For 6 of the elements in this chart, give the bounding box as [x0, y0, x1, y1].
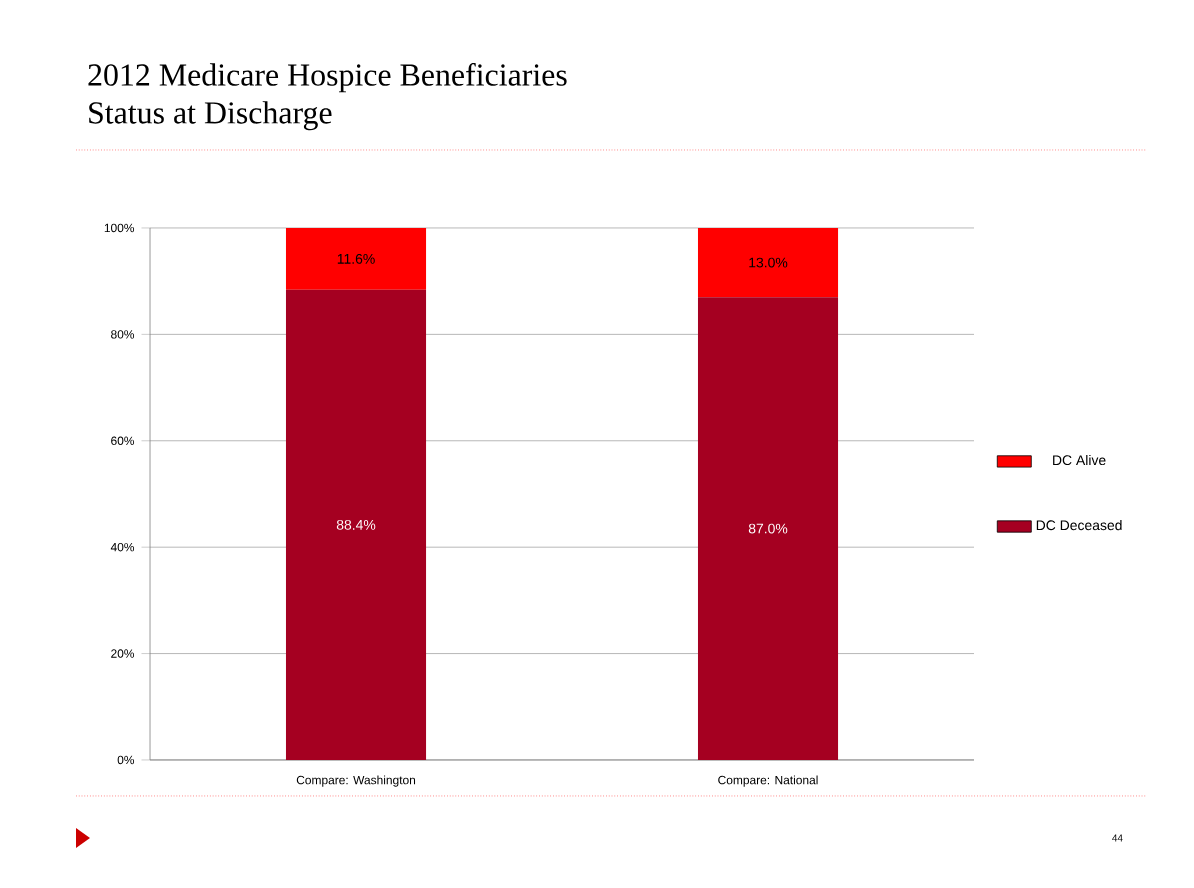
- chart-subtitle: Status at Discharge: [89, 101, 332, 131]
- bar: [697, 227, 839, 298]
- chart-title: 2012 Medicare Hospice Beneficiaries: [88, 63, 567, 93]
- bar: [697, 297, 839, 760]
- bar: [285, 289, 427, 760]
- bar: [285, 227, 427, 290]
